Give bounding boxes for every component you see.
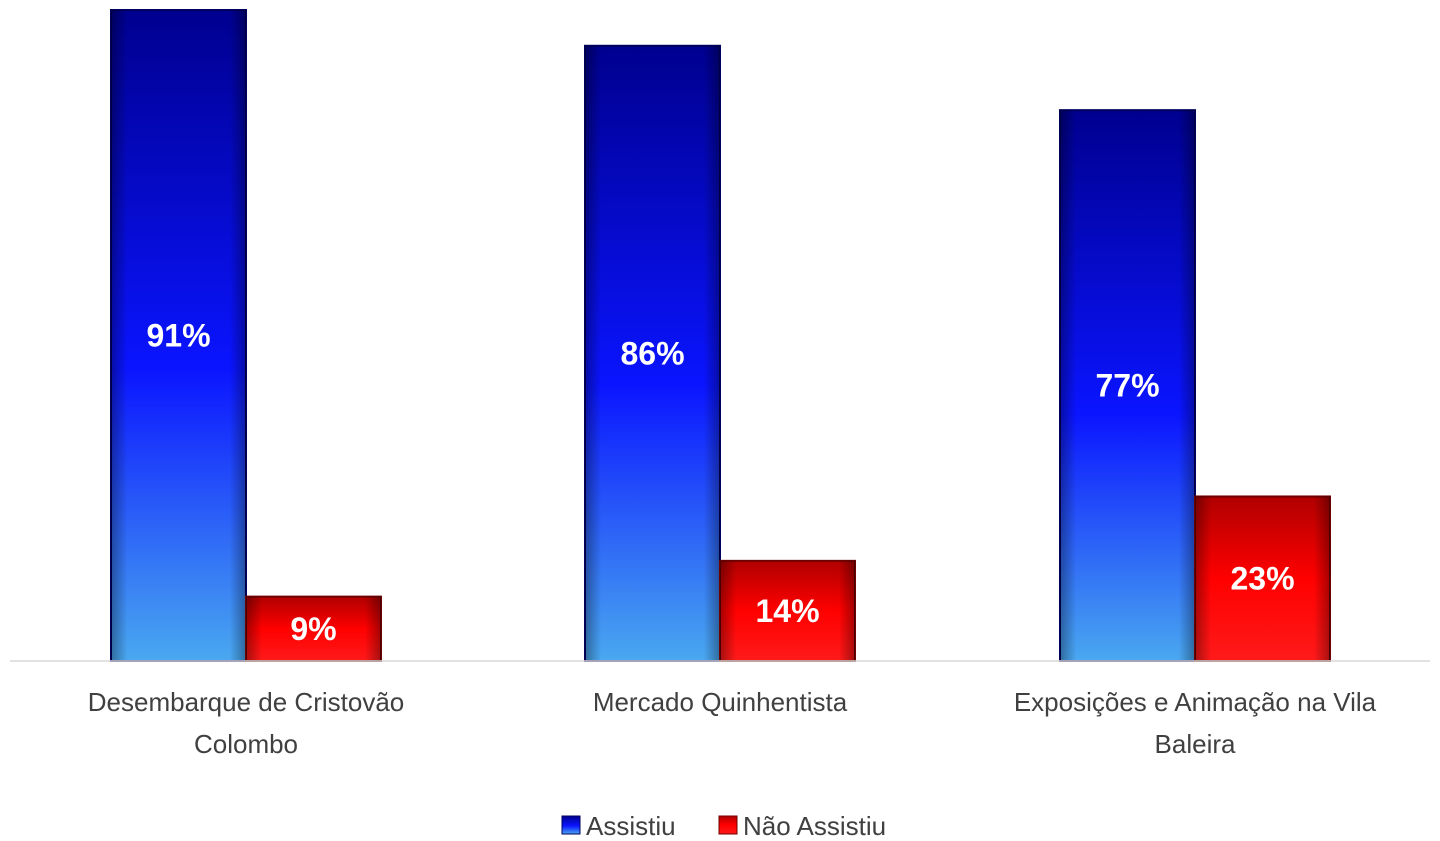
bar-assistiu-1 bbox=[110, 9, 247, 662]
category-label-1-line-2: Colombo bbox=[194, 729, 298, 759]
category-label-2: Mercado Quinhentista bbox=[593, 687, 848, 717]
category-label-3-line-1: Exposições e Animação na Vila bbox=[1014, 687, 1377, 717]
bar-nao-assistiu-2 bbox=[719, 559, 856, 662]
bar-assistiu-3 bbox=[1059, 109, 1196, 662]
data-label-nao-assistiu-1: 9% bbox=[290, 611, 336, 647]
data-label-assistiu-3: 77% bbox=[1095, 368, 1159, 404]
bar-nao-assistiu-1 bbox=[245, 595, 382, 662]
category-label-1-line-1: Desembarque de Cristovão bbox=[88, 687, 405, 717]
data-label-assistiu-1: 91% bbox=[146, 318, 210, 354]
legend-item-assistiu: Assistiu bbox=[561, 811, 676, 841]
legend-swatch-nao-assistiu bbox=[718, 815, 738, 835]
legend-item-nao-assistiu: Não Assistiu bbox=[718, 811, 886, 841]
legend: Assistiu Não Assistiu bbox=[561, 811, 886, 841]
data-label-nao-assistiu-2: 14% bbox=[755, 593, 819, 629]
category-label-3-line-2: Baleira bbox=[1155, 729, 1236, 759]
bar-nao-assistiu-3 bbox=[1194, 495, 1331, 663]
legend-swatch-assistiu bbox=[561, 815, 581, 835]
legend-label-assistiu: Assistiu bbox=[586, 811, 676, 841]
data-label-nao-assistiu-3: 23% bbox=[1230, 561, 1294, 597]
legend-label-nao-assistiu: Não Assistiu bbox=[743, 811, 886, 841]
bar-assistiu-2 bbox=[584, 44, 721, 663]
data-label-assistiu-2: 86% bbox=[620, 335, 684, 371]
